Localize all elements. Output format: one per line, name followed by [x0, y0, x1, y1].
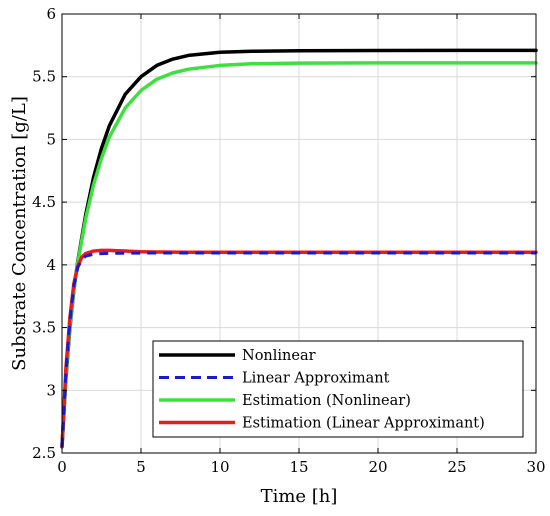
- y-tick-label: 2.5: [32, 444, 56, 462]
- x-tick-label: 25: [447, 458, 466, 476]
- x-tick-label: 10: [210, 458, 229, 476]
- x-tick-label: 30: [526, 458, 545, 476]
- legend-entry: Estimation (Linear Approximant): [242, 416, 485, 432]
- y-tick-label: 5: [46, 130, 56, 148]
- y-axis-title: Substrate Concentration [g/L]: [9, 96, 30, 371]
- y-tick-label: 6: [46, 5, 56, 23]
- axis-ticks: 0 5 10 15 20 25 30 2.5 3 3.5 4 4.5 5 5.5 6: [32, 5, 545, 476]
- legend-entry: Nonlinear: [242, 348, 316, 364]
- y-tick-label: 4.5: [32, 193, 56, 211]
- legend-entry: Linear Approximant: [242, 371, 390, 387]
- x-tick-label: 20: [368, 458, 387, 476]
- y-tick-label: 3: [46, 381, 56, 399]
- series-lines: [60, 48, 538, 449]
- x-tick-label: 5: [136, 458, 146, 476]
- legend: Nonlinear Linear Approximant Estimation (N…: [152, 340, 524, 438]
- y-tick-label: 3.5: [32, 319, 56, 337]
- x-axis-title: Time [h]: [261, 486, 338, 507]
- x-tick-label: 15: [289, 458, 308, 476]
- y-tick-label: 4: [46, 256, 56, 274]
- legend-entry: Estimation (Nonlinear): [242, 393, 411, 409]
- grid: [61, 13, 537, 454]
- y-tick-label: 5.5: [32, 68, 56, 86]
- x-tick-label: 0: [57, 458, 67, 476]
